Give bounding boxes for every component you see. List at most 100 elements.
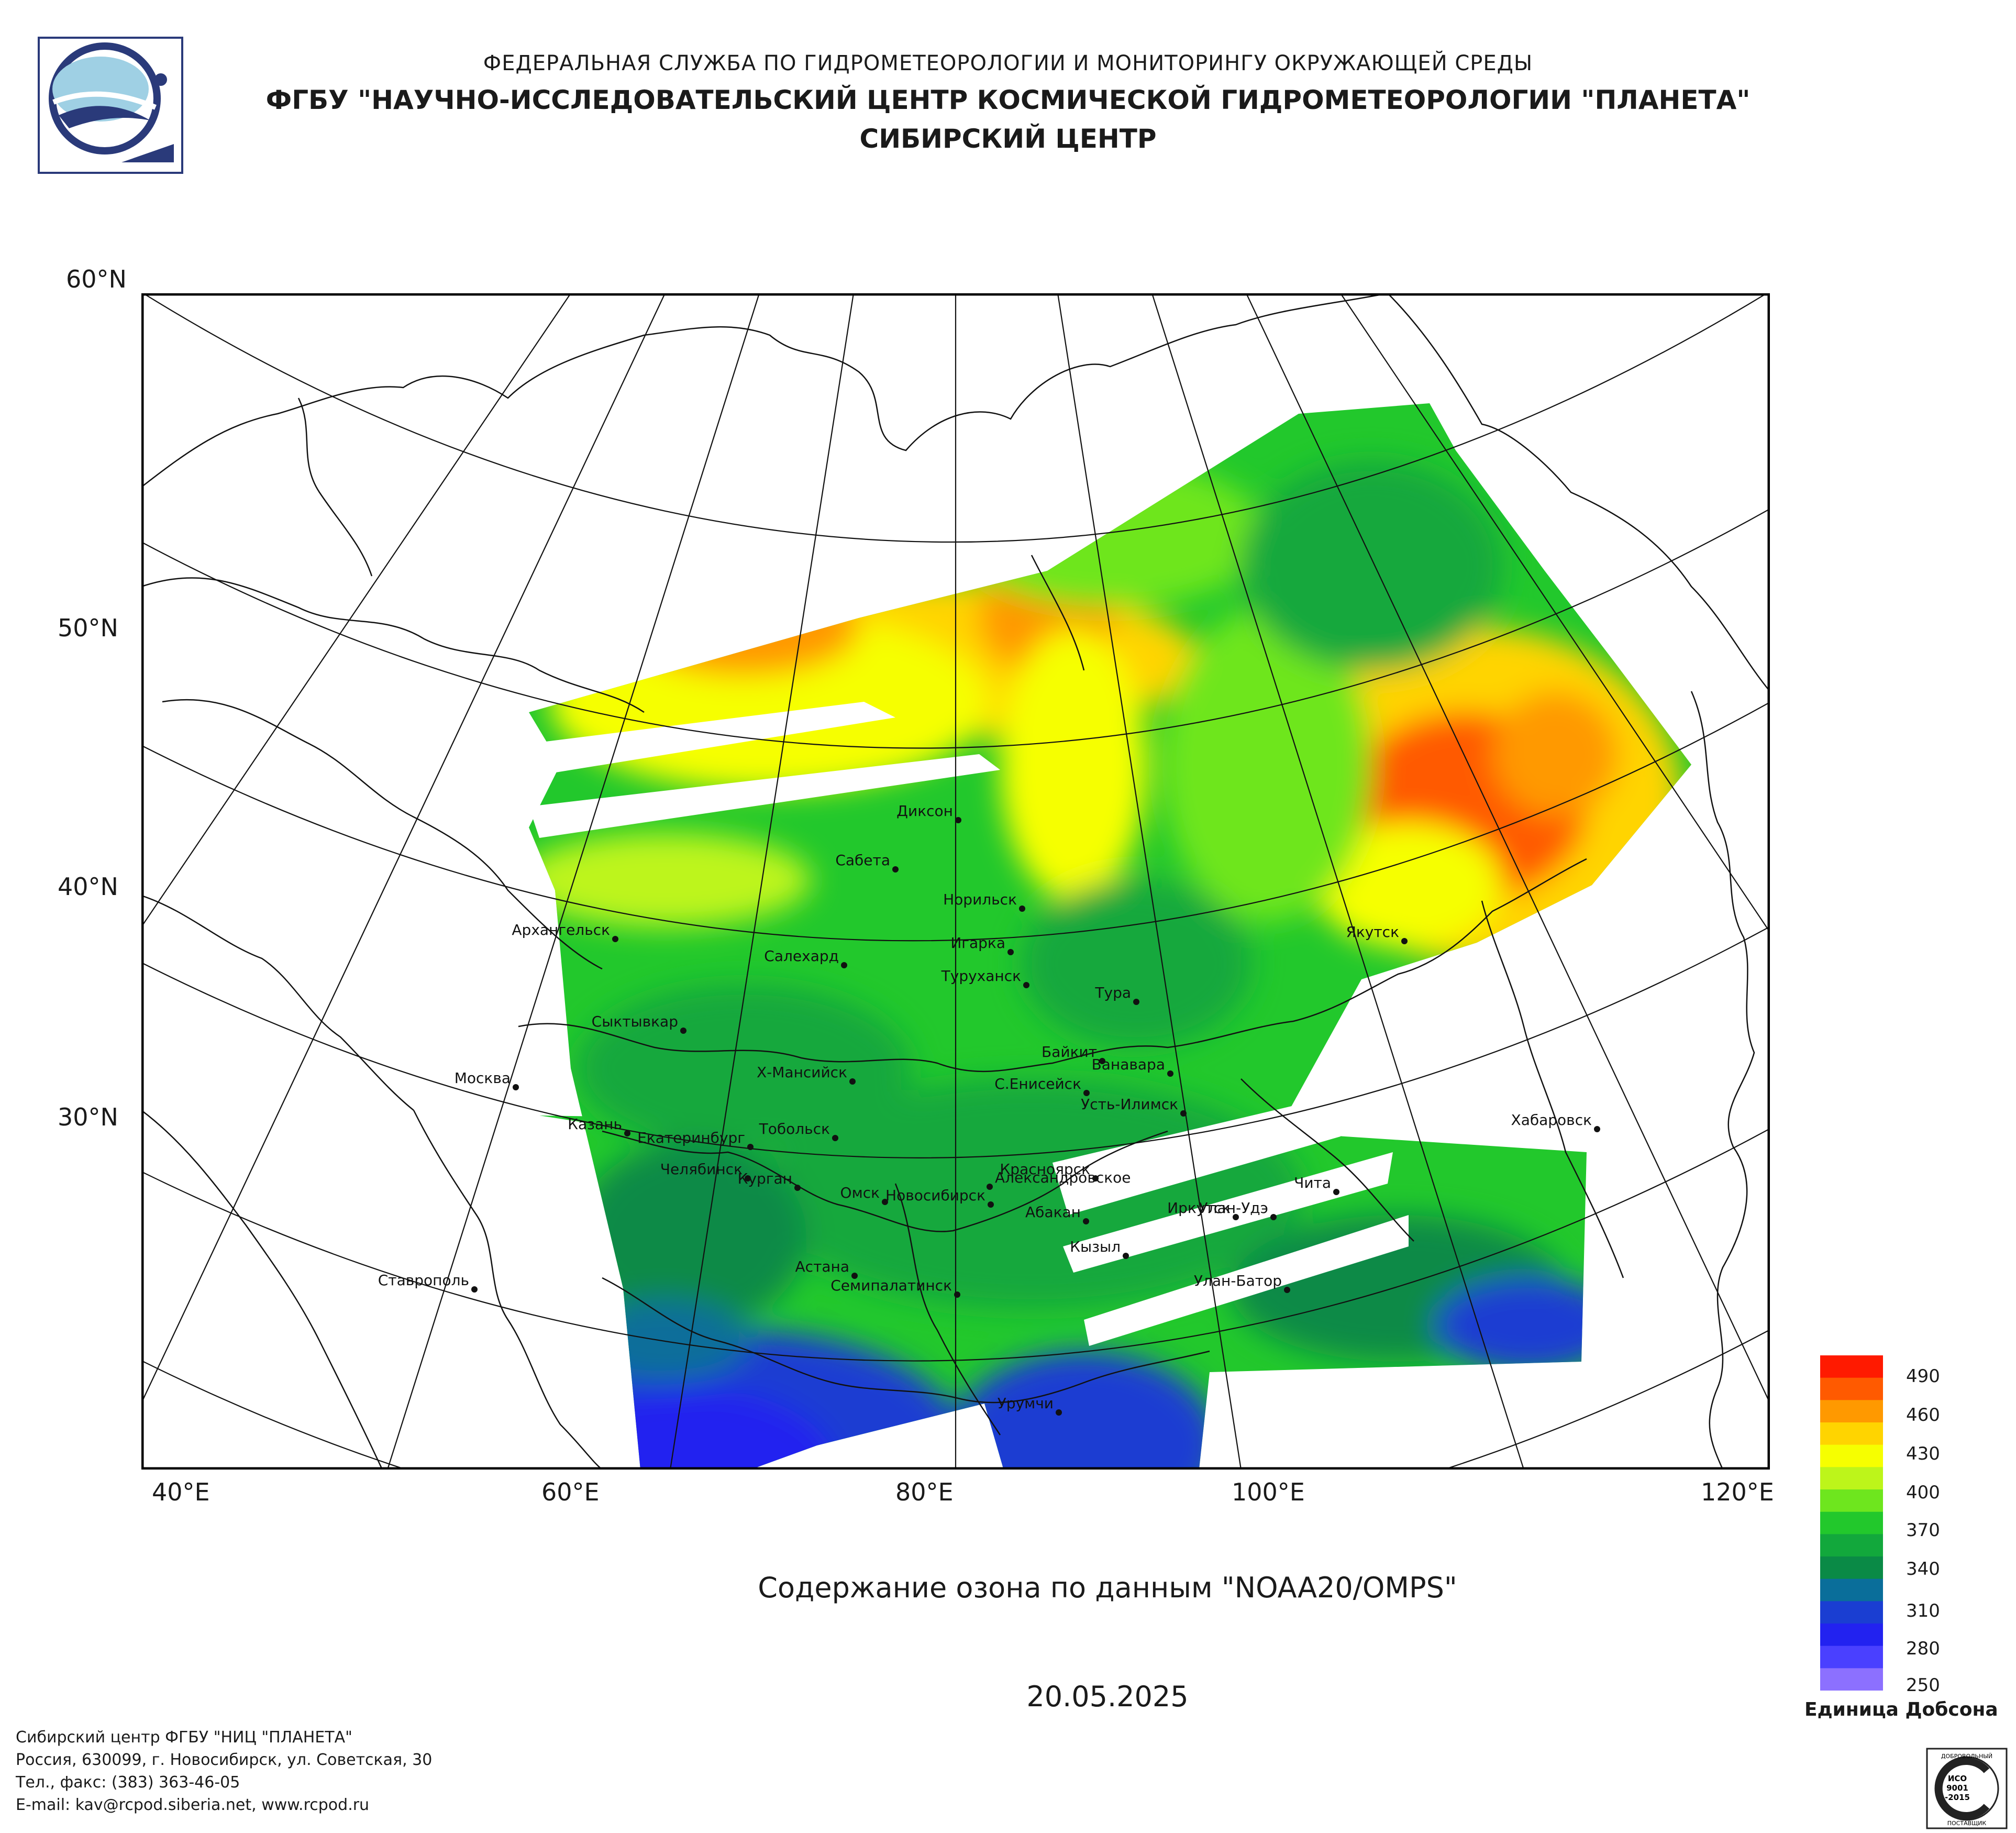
city-marker (832, 1135, 838, 1141)
legend-tick-460: 460 (1906, 1405, 1940, 1426)
footer-email: E-mail: kav@rcpod.siberia.net, www.rcpod… (16, 1796, 370, 1814)
city-marker (1083, 1218, 1089, 1224)
city-label: Новосибирск (885, 1187, 985, 1204)
city-marker (954, 1291, 960, 1298)
city-marker (851, 1273, 858, 1279)
city-marker (987, 1184, 993, 1190)
ozone-map: Диксон Сабета Норильск Архангельск Игарка Сал… (141, 293, 1770, 1470)
iso-certification-badge: ДОБРОВОЛЬНЫЙ ИСО 9001 -2015 ПОСТАВЩИК (1926, 1748, 2008, 1829)
city-marker (1083, 1090, 1090, 1096)
legend-tick-280: 280 (1906, 1638, 1940, 1659)
city-marker (1056, 1409, 1062, 1416)
city-label: Омск (840, 1184, 880, 1201)
city-label: Туруханск (941, 967, 1021, 985)
planeta-logo (38, 37, 183, 174)
legend-swatch (1820, 1400, 1883, 1423)
iso-top-text: ДОБРОВОЛЬНЫЙ (1941, 1753, 1992, 1760)
city-label: Байкит (1042, 1043, 1097, 1061)
footer-contacts: Сибирский центр ФГБУ "НИЦ "ПЛАНЕТА" Росс… (16, 1726, 432, 1816)
legend-unit: Единица Добсона (1804, 1699, 1998, 1720)
agency-title: ФЕДЕРАЛЬНАЯ СЛУЖБА ПО ГИДРОМЕТЕОРОЛОГИИ … (483, 51, 1533, 75)
legend-swatch (1820, 1511, 1883, 1534)
city-marker (1019, 906, 1025, 912)
city-label: Сыктывкар (592, 1013, 678, 1030)
legend-swatch (1820, 1534, 1883, 1557)
city-label: Ставрополь (378, 1272, 469, 1289)
city-marker (1270, 1214, 1277, 1220)
city-label: Улан-Удэ (1199, 1199, 1268, 1217)
city-marker (882, 1199, 888, 1205)
legend-tick-370: 370 (1906, 1520, 1940, 1541)
city-label: Москва (455, 1069, 511, 1087)
city-marker (794, 1185, 801, 1191)
legend-swatch (1820, 1556, 1883, 1580)
legend-swatch (1820, 1467, 1883, 1490)
lat-label-50: 50°N (58, 614, 118, 642)
legend-swatch (1820, 1355, 1883, 1378)
city-marker (1284, 1287, 1290, 1293)
city-label: Екатеринбург (637, 1129, 745, 1146)
city-marker (1333, 1189, 1339, 1195)
legend-swatch (1820, 1646, 1883, 1669)
city-marker (1233, 1214, 1239, 1220)
city-marker (1023, 982, 1029, 988)
city-label: Кызыл (1070, 1238, 1121, 1255)
city-label: Салехард (764, 947, 839, 965)
city-label: Норильск (943, 891, 1017, 908)
lon-label-40: 40°E (152, 1478, 210, 1506)
lon-label-60: 60°E (541, 1478, 600, 1506)
city-marker (1099, 1058, 1105, 1064)
city-label: Астана (795, 1258, 849, 1275)
city-marker (1401, 938, 1408, 944)
city-label: Казань (568, 1116, 622, 1133)
lon-label-100: 100°E (1232, 1478, 1305, 1506)
legend-swatch (1820, 1668, 1883, 1691)
iso-mid1: ИСО (1948, 1774, 1967, 1783)
city-marker (747, 1144, 754, 1150)
legend-swatch (1820, 1444, 1883, 1467)
city-label: Тура (1094, 984, 1131, 1001)
lat-label-40: 40°N (58, 873, 118, 901)
lat-label-30: 30°N (58, 1103, 118, 1131)
legend-swatch (1820, 1377, 1883, 1400)
city-marker (841, 962, 847, 968)
city-label: Челябинск (660, 1161, 743, 1178)
legend-swatch (1820, 1489, 1883, 1512)
legend-swatch (1820, 1624, 1883, 1647)
legend-tick-400: 400 (1906, 1482, 1940, 1503)
city-marker (849, 1078, 856, 1085)
lat-label-60: 60°N (66, 265, 127, 293)
city-label: Диксон (896, 802, 953, 820)
lon-label-120: 120°E (1701, 1478, 1774, 1506)
city-marker (745, 1175, 751, 1181)
city-label: Семипалатинск (830, 1277, 952, 1294)
city-marker (1167, 1070, 1173, 1077)
city-marker (1092, 1175, 1099, 1181)
footer-phone: Тел., факс: (383) 363-46-05 (16, 1773, 240, 1792)
iso-mid2: 9001 (1946, 1783, 1968, 1793)
city-marker (955, 817, 961, 823)
city-label: Сабета (835, 852, 890, 869)
city-marker (1123, 1253, 1129, 1259)
map-date: 20.05.2025 (1026, 1680, 1189, 1713)
city-label: Ванавара (1092, 1056, 1165, 1073)
city-label: Улан-Батор (1194, 1272, 1282, 1289)
city-label: Курган (738, 1170, 792, 1187)
city-label: Урумчи (998, 1395, 1054, 1412)
city-marker (513, 1084, 519, 1090)
legend-colorbar (1820, 1355, 1883, 1691)
city-marker (1594, 1126, 1600, 1132)
city-marker (988, 1201, 994, 1208)
city-label: Иркутск (1167, 1199, 1231, 1217)
city-label: Красноярск (1000, 1161, 1090, 1178)
map-caption: Содержание озона по данным "NOAA20/OMPS" (758, 1571, 1457, 1604)
footer-address: Россия, 630099, г. Новосибирск, ул. Сове… (16, 1751, 433, 1769)
legend-tick-310: 310 (1906, 1600, 1940, 1621)
city-marker (892, 866, 899, 873)
city-marker (471, 1286, 478, 1293)
city-label: Александровское (995, 1169, 1131, 1186)
organization-title: ФГБУ "НАУЧНО-ИССЛЕДОВАТЕЛЬСКИЙ ЦЕНТР КОС… (265, 85, 1751, 115)
city-label: Якутск (1346, 923, 1399, 941)
legend-swatch (1820, 1578, 1883, 1602)
city-marker (680, 1028, 686, 1034)
